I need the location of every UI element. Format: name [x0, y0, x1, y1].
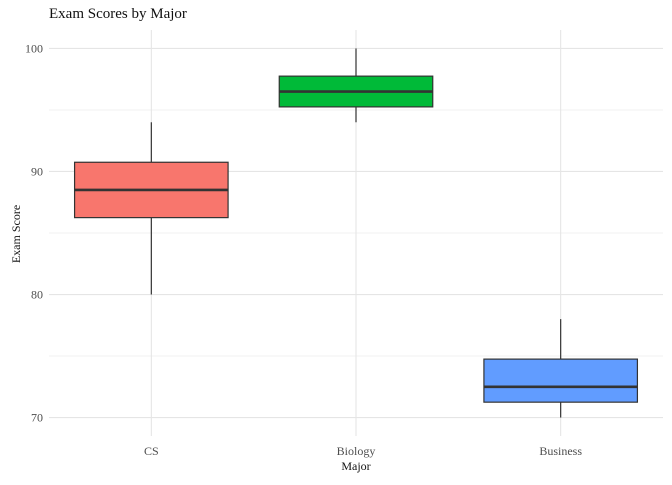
box-biology — [278, 48, 434, 123]
y-tick-label: 90 — [31, 164, 43, 178]
tick-labels: 70 80 90 100 CS Biology Business — [25, 41, 582, 458]
x-tick-label: Business — [539, 444, 582, 458]
y-tick-label: 70 — [31, 411, 43, 425]
x-axis-title: Major — [341, 459, 370, 473]
x-tick-label: CS — [144, 444, 159, 458]
boxes — [73, 48, 639, 418]
x-tick-label: Biology — [337, 444, 376, 458]
y-axis-title: Exam Score — [9, 205, 23, 263]
y-tick-label: 100 — [25, 41, 43, 55]
chart-title: Exam Scores by Major — [49, 6, 187, 22]
box-iqr — [483, 358, 639, 403]
box-business — [483, 319, 639, 418]
y-tick-label: 80 — [31, 288, 43, 302]
box-cs — [73, 122, 229, 295]
